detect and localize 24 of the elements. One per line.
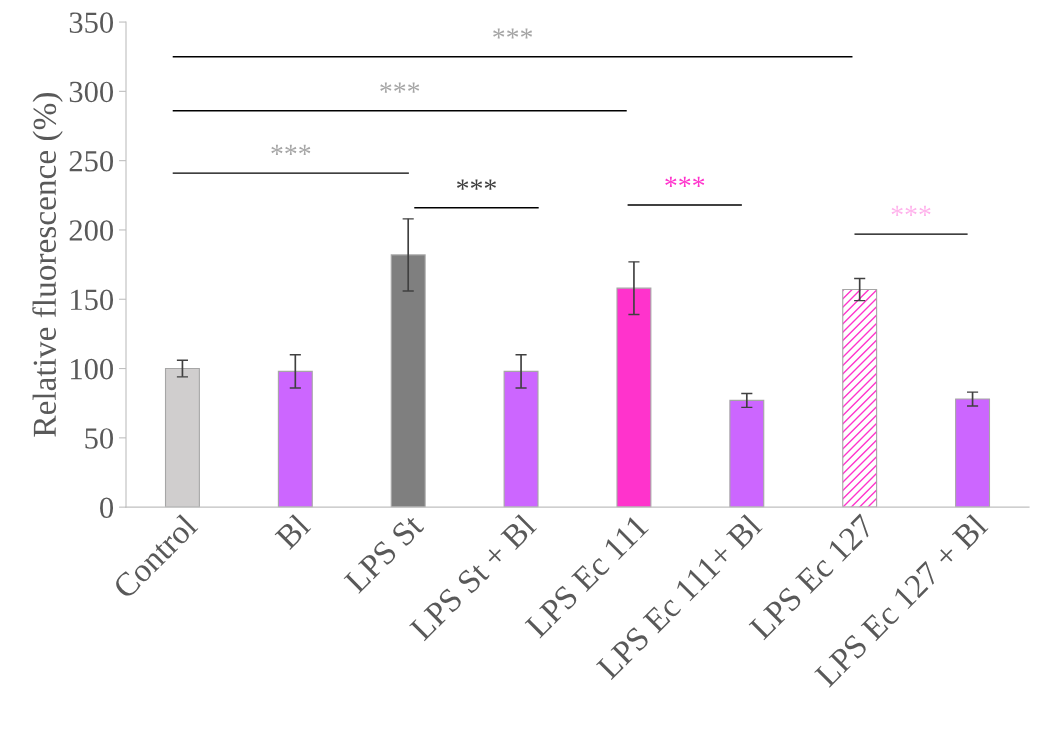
annotation: ***: [493, 28, 533, 39]
x-tick-label: Bl: [273, 512, 312, 551]
annotation: ***: [380, 82, 420, 93]
y-tick-label: 350: [69, 12, 114, 33]
y-tick-label: 200: [69, 220, 114, 241]
bar: [164, 367, 200, 508]
annotation: ***: [271, 144, 311, 156]
annotation: ***: [665, 176, 705, 187]
bar: [390, 254, 426, 508]
y-tick-label: 250: [69, 150, 114, 172]
y-tick-label: 100: [71, 358, 114, 380]
y-tick-label: 150: [71, 289, 114, 311]
y-axis-title: Relative fluorescence (%): [32, 93, 63, 437]
bar: [277, 370, 313, 508]
y-tick-label: 300: [69, 81, 114, 103]
bar: [616, 287, 652, 508]
bar: [729, 399, 765, 508]
y-tick-label: 50: [85, 428, 114, 449]
bar: [955, 398, 991, 508]
bar: [503, 370, 539, 508]
y-tick-label: 0: [100, 497, 114, 519]
x-tick-label: LPS St: [343, 512, 425, 595]
annotation: ***: [891, 205, 931, 217]
annotation: ***: [457, 179, 496, 190]
